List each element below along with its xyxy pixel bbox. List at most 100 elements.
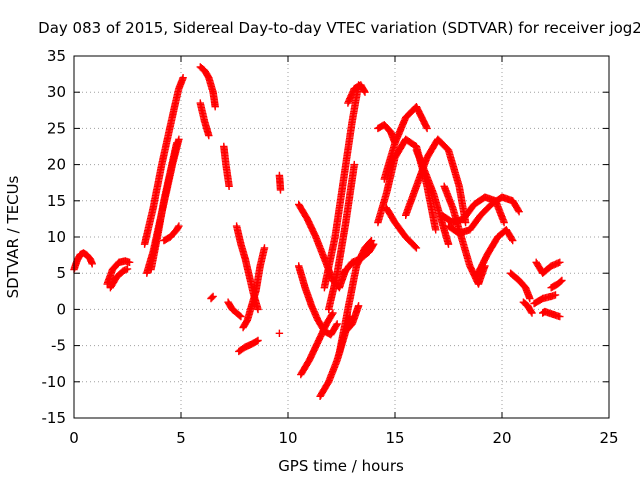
data-point bbox=[237, 312, 245, 321]
y-tick-label: -10 bbox=[42, 373, 67, 391]
y-tick-labels: -15 -10 -5 0 5 10 15 20 25 30 35 bbox=[42, 47, 67, 427]
data-point bbox=[125, 258, 134, 266]
data-point bbox=[205, 131, 213, 140]
x-tick-label: 0 bbox=[69, 429, 79, 447]
data-point bbox=[361, 88, 369, 96]
y-tick-label: -15 bbox=[42, 409, 67, 427]
series-pass-04 bbox=[140, 74, 187, 248]
series-pass-10 bbox=[220, 142, 233, 190]
series-pass-27 bbox=[342, 302, 363, 335]
series-pass-01 bbox=[70, 249, 96, 274]
y-tick-label: 0 bbox=[56, 300, 66, 318]
series-pass-43 bbox=[539, 307, 564, 321]
data-point bbox=[175, 222, 183, 230]
series-pass-12 bbox=[224, 298, 245, 321]
data-point bbox=[557, 277, 565, 285]
x-axis-label: GPS time / hours bbox=[278, 457, 404, 475]
data-point bbox=[350, 160, 358, 169]
series-pass-09 bbox=[196, 99, 213, 140]
data-point bbox=[411, 243, 419, 251]
data-point bbox=[509, 236, 517, 245]
data-point bbox=[174, 223, 182, 231]
data-point bbox=[526, 294, 534, 303]
data-point bbox=[551, 291, 560, 299]
x-tick-label: 10 bbox=[278, 429, 297, 447]
series-pass-30 bbox=[380, 103, 431, 183]
data-point bbox=[209, 292, 217, 301]
y-tick-label: 15 bbox=[47, 192, 66, 210]
series-pass-41 bbox=[532, 258, 564, 277]
y-tick-label: 35 bbox=[47, 47, 66, 65]
x-tick-label: 25 bbox=[599, 429, 618, 447]
data-point bbox=[556, 258, 564, 266]
x-tick-label: 15 bbox=[385, 429, 404, 447]
data-point bbox=[173, 139, 181, 147]
series-pass-39 bbox=[519, 298, 536, 317]
chart-title: Day 083 of 2015, Sidereal Day-to-day VTE… bbox=[38, 19, 640, 37]
data-point bbox=[515, 208, 523, 216]
series-pass-03 bbox=[106, 265, 132, 292]
data-point bbox=[179, 74, 187, 82]
x-tick-labels: 0 5 10 15 20 25 bbox=[69, 429, 618, 447]
series-pass-16 bbox=[275, 171, 285, 194]
data-point bbox=[275, 329, 284, 337]
series-pass-42 bbox=[547, 276, 566, 292]
series-pass-36 bbox=[472, 226, 517, 281]
data-point bbox=[333, 320, 341, 328]
data-point bbox=[329, 309, 337, 317]
series-pass-07 bbox=[160, 222, 183, 245]
series-pass-02 bbox=[103, 257, 134, 288]
series-pass-14 bbox=[235, 336, 262, 356]
series-pass-23 bbox=[325, 160, 358, 314]
series-pass-26 bbox=[344, 81, 369, 107]
y-axis-label: SDTVAR / TECUs bbox=[4, 175, 22, 298]
series-pass-32 bbox=[402, 135, 470, 227]
y-tick-label: 20 bbox=[47, 156, 66, 174]
x-tick-label: 20 bbox=[492, 429, 511, 447]
data-point bbox=[500, 218, 508, 227]
series-pass-17 bbox=[275, 329, 284, 337]
y-tick-label: 25 bbox=[47, 119, 66, 137]
x-tick-label: 5 bbox=[176, 429, 186, 447]
data-point bbox=[88, 260, 96, 268]
data-point bbox=[208, 293, 216, 302]
data-point bbox=[369, 240, 378, 248]
data-point bbox=[254, 305, 262, 314]
data-point bbox=[432, 226, 440, 234]
series-pass-06 bbox=[147, 139, 181, 274]
data-point bbox=[423, 124, 431, 133]
data-point bbox=[527, 308, 535, 316]
series-pass-25 bbox=[339, 240, 378, 277]
data-point bbox=[260, 244, 269, 252]
series-pass-08 bbox=[196, 63, 219, 111]
data-marks bbox=[70, 63, 566, 400]
data-point bbox=[253, 337, 261, 345]
y-tick-label: 10 bbox=[47, 228, 66, 246]
y-tick-label: 5 bbox=[56, 264, 66, 282]
series-pass-33 bbox=[412, 146, 453, 248]
data-point bbox=[254, 336, 262, 345]
data-point bbox=[412, 244, 421, 252]
y-tick-label: -5 bbox=[51, 337, 66, 355]
series-pass-40 bbox=[530, 291, 560, 308]
series-pass-38 bbox=[506, 269, 534, 303]
data-point bbox=[276, 186, 285, 194]
data-point bbox=[354, 302, 363, 310]
data-point bbox=[556, 312, 564, 321]
y-tick-label: 30 bbox=[47, 83, 66, 101]
data-point bbox=[123, 265, 132, 273]
series-pass-37 bbox=[444, 193, 523, 238]
series-pass-20 bbox=[297, 309, 337, 379]
series-pass-13 bbox=[239, 244, 269, 332]
data-point bbox=[225, 182, 233, 190]
data-point bbox=[444, 240, 453, 248]
data-point bbox=[236, 312, 244, 320]
series-pass-31 bbox=[382, 204, 421, 252]
data-point bbox=[211, 103, 219, 111]
data-point bbox=[558, 276, 566, 285]
axes bbox=[73, 55, 610, 419]
series-pass-15 bbox=[207, 292, 217, 303]
series-pass-22 bbox=[320, 81, 363, 292]
